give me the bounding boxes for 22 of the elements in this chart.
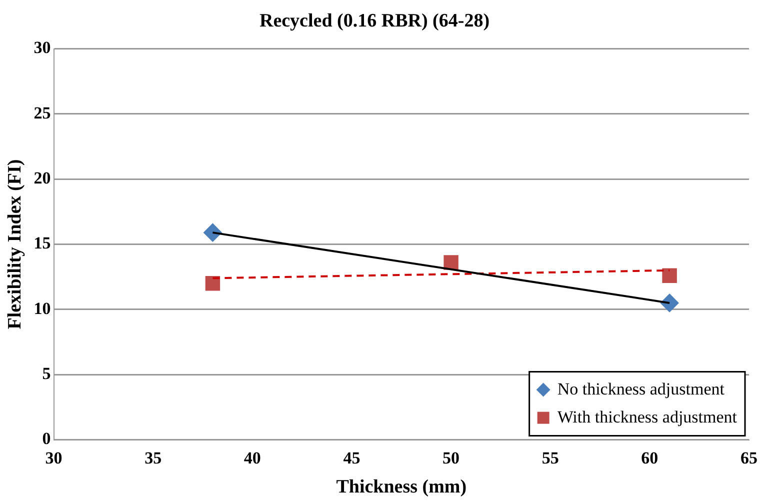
x-tick-label: 50	[442, 448, 460, 468]
y-tick-label: 20	[34, 168, 51, 188]
x-tick-label: 40	[244, 448, 261, 468]
x-tick-label: 60	[641, 448, 658, 468]
y-axis-title: Flexibility Index (FI)	[4, 159, 26, 330]
y-tick-label: 15	[34, 234, 51, 253]
x-tick-label: 45	[343, 448, 360, 468]
x-tick-label: 65	[740, 448, 758, 468]
y-tick-label: 10	[34, 298, 51, 318]
chart-title: Recycled (0.16 RBR) (64-28)	[259, 10, 490, 32]
x-axis-title: Thickness (mm)	[336, 476, 467, 498]
point	[444, 255, 458, 270]
legend-label: No thickness adjustment	[557, 379, 725, 398]
x-tick-label: 35	[144, 448, 162, 468]
y-tick-label: 30	[34, 38, 51, 58]
x-tick-label: 55	[542, 448, 559, 468]
y-tick-label: 5	[42, 364, 51, 384]
point	[662, 268, 677, 283]
y-tick-label: 25	[34, 103, 51, 122]
y-tick-label: 0	[42, 429, 51, 448]
legend-label: With thickness adjustment	[557, 407, 738, 426]
point	[205, 276, 220, 291]
